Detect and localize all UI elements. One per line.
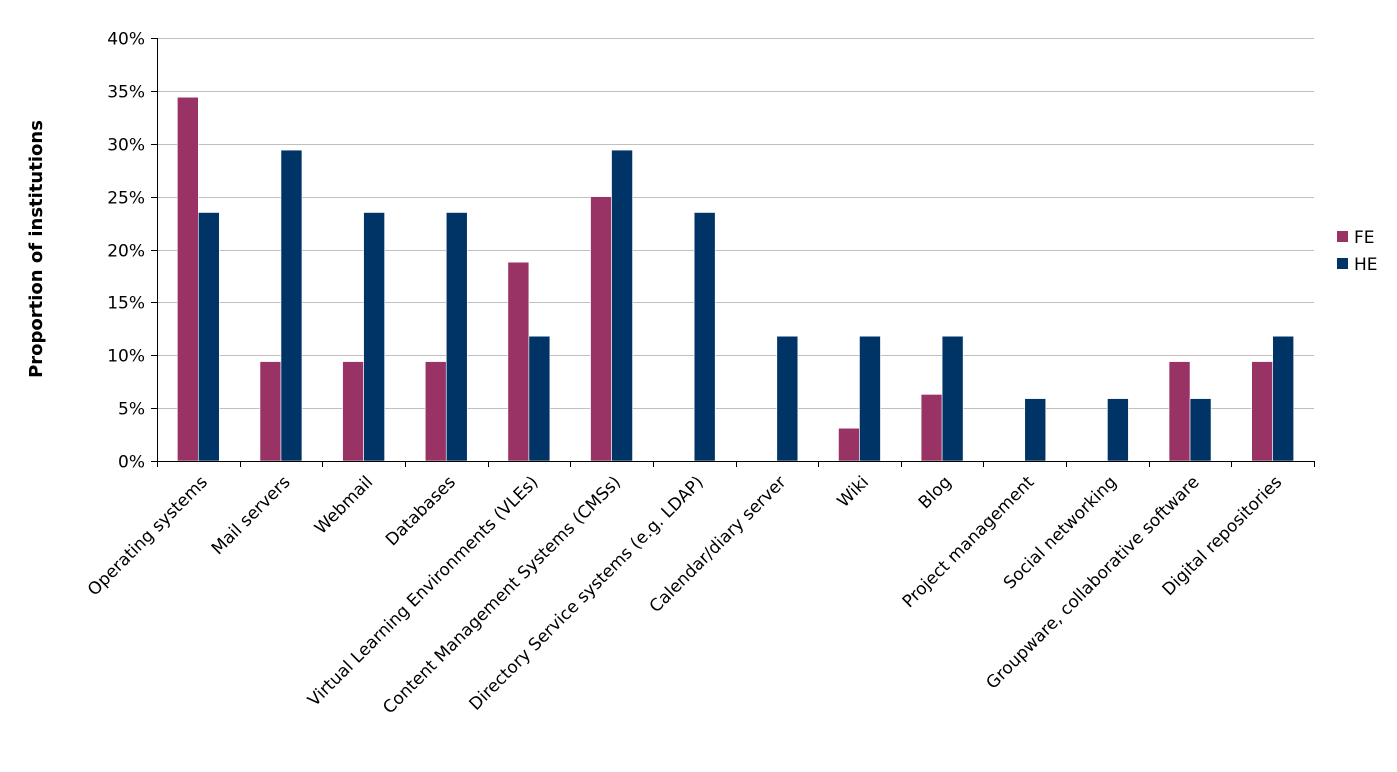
y-tick-label: 5% <box>118 400 145 420</box>
bar-fe-12 <box>1168 361 1191 462</box>
y-tick-label: 0% <box>118 453 145 473</box>
bar-fe-3 <box>424 361 447 462</box>
y-tick-label: 30% <box>107 136 145 156</box>
bar-fe-8 <box>838 427 860 462</box>
x-tick-label: Databases <box>382 472 460 550</box>
bar-fe-2 <box>342 361 364 462</box>
legend-swatch-he <box>1337 258 1348 269</box>
bar-he-4 <box>528 335 551 462</box>
bar-he-12 <box>1189 398 1212 462</box>
bar-fe-9 <box>920 394 943 462</box>
y-tick-labels: 0% 5% 10% 15% 20% 25% 30% 35% 40% <box>107 30 145 473</box>
y-tick-label: 40% <box>107 30 145 50</box>
bar-fe-5 <box>590 196 612 462</box>
legend-label-fe: FE <box>1354 228 1375 248</box>
y-tick-label: 10% <box>107 347 145 367</box>
axes <box>151 38 1315 467</box>
bars <box>177 96 1294 462</box>
x-tick-label: Mail servers <box>208 472 295 559</box>
bar-he-6 <box>693 212 716 462</box>
x-tick-label: Operating systems <box>84 472 212 600</box>
bar-he-5 <box>611 149 633 462</box>
bar-he-9 <box>941 335 964 462</box>
y-tick-label: 20% <box>107 242 145 262</box>
bar-fe-13 <box>1251 361 1273 462</box>
x-tick-label: Wiki <box>834 472 873 511</box>
gridlines <box>157 38 1314 409</box>
legend-label-he: HE <box>1354 255 1378 275</box>
y-axis-label: Proportion of institutions <box>26 120 47 378</box>
y-tick-label: 35% <box>107 83 145 103</box>
bar-he-10 <box>1024 398 1047 462</box>
bar-he-8 <box>859 335 881 462</box>
bar-fe-4 <box>507 261 530 462</box>
y-tick-label: 15% <box>107 294 145 314</box>
bar-he-13 <box>1272 335 1294 462</box>
legend: FE HE <box>1337 228 1378 275</box>
x-tick-label: Webmail <box>311 472 377 538</box>
bar-he-1 <box>280 149 303 462</box>
bar-he-2 <box>363 212 385 462</box>
bar-fe-1 <box>259 361 282 462</box>
bar-fe-0 <box>177 96 199 462</box>
x-tick-label: Calendar/diary server <box>646 472 791 617</box>
x-tick-label: Blog <box>915 472 956 513</box>
bar-he-11 <box>1107 398 1129 462</box>
bar-he-7 <box>776 335 799 462</box>
y-tick-label: 25% <box>107 189 145 209</box>
bar-he-0 <box>198 212 220 462</box>
legend-swatch-fe <box>1337 231 1348 242</box>
bar-he-3 <box>445 212 468 462</box>
